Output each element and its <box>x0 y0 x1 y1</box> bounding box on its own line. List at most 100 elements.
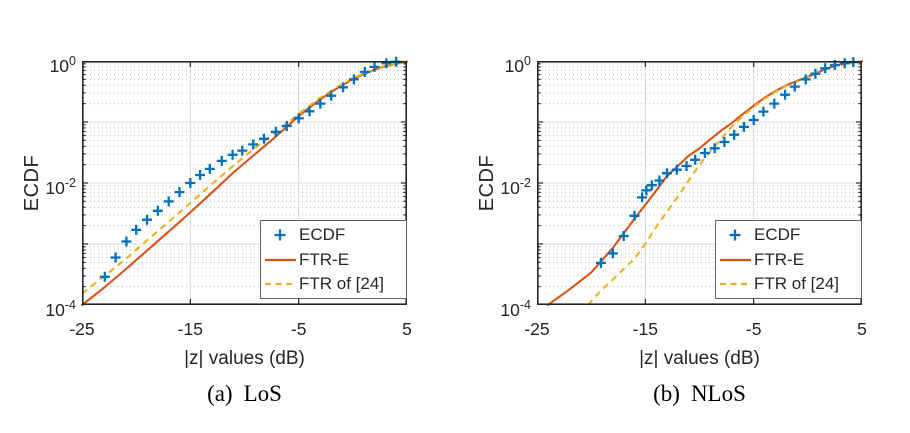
ecdf-marker <box>810 68 821 79</box>
ecdf-marker <box>359 67 370 77</box>
ecdf-marker <box>204 163 215 174</box>
y-tick-label: 100 <box>49 54 76 76</box>
legend-entry: FTR-E <box>719 248 861 273</box>
ecdf-marker <box>709 143 720 154</box>
ecdf-marker <box>381 58 392 69</box>
ecdf-markers <box>99 56 402 282</box>
ecdf-marker <box>142 214 152 225</box>
ecdf-marker <box>259 133 269 144</box>
legend-solid-line-icon <box>265 258 296 261</box>
x-tick-label: -5 <box>745 319 762 339</box>
ecdf-marker <box>237 145 248 156</box>
legend-dashed-line-icon <box>720 283 751 286</box>
x-tick-label: -25 <box>69 319 95 339</box>
x-tick-label: -15 <box>632 319 658 339</box>
caption-text: LoS <box>243 381 282 406</box>
ecdf-marker <box>780 89 791 100</box>
ecdf-marker <box>769 98 780 109</box>
ftr-24-line <box>81 60 408 295</box>
ecdf-marker <box>729 129 740 140</box>
ecdf-marker <box>662 168 672 179</box>
legend-entry: FTR of [24] <box>719 272 861 297</box>
x-tick-label: 5 <box>402 319 412 339</box>
x-tick-label: -5 <box>290 319 307 339</box>
ecdf-marker <box>281 121 292 131</box>
ecdf-marker <box>99 271 110 282</box>
legend-los: ECDF FTR-E FTR of [24] <box>260 220 407 299</box>
ecdf-marker <box>654 175 665 186</box>
ecdf-marker <box>152 205 163 216</box>
legend-entry: FTR-E <box>264 248 406 273</box>
legend-label: FTR-E <box>754 249 805 269</box>
caption-text: NLoS <box>690 381 746 406</box>
ecdf-marker <box>121 236 132 247</box>
ecdf-marker <box>216 155 227 166</box>
legend-entry: FTR of [24] <box>264 272 406 297</box>
legend-plus-marker-icon <box>729 229 741 241</box>
ecdf-marker <box>369 61 380 72</box>
ecdf-marker <box>607 248 618 259</box>
ecdf-marker <box>227 149 238 160</box>
ecdf-marker <box>248 139 259 150</box>
ecdf-marker <box>110 252 121 263</box>
legend-solid-line-icon <box>720 258 751 261</box>
caption-label: (a) <box>207 381 233 406</box>
ecdf-marker <box>185 178 196 188</box>
chart-panel-nlos: ECDF 100 10-2 10-4 -25 -15 -5 5 |z| values (d… <box>455 0 910 433</box>
legend-label: FTR of [24] <box>299 274 385 294</box>
ecdf-marker <box>671 164 682 175</box>
ecdf-markers <box>595 57 859 268</box>
x-tick-label: -25 <box>524 319 550 339</box>
legend-label: FTR of [24] <box>754 274 840 294</box>
ecdf-marker <box>174 187 185 198</box>
ecdf-marker <box>800 74 811 85</box>
ecdf-marker <box>748 115 759 125</box>
ecdf-marker <box>820 63 831 74</box>
ecdf-marker <box>326 90 337 101</box>
y-tick-label: 10-4 <box>45 298 76 320</box>
ecdf-marker <box>595 257 606 268</box>
ecdf-marker <box>738 121 749 132</box>
x-axis-label: |z| values (dB) <box>184 348 305 369</box>
ecdf-marker <box>681 161 692 171</box>
ecdf-marker <box>618 231 629 241</box>
x-tick-label: 5 <box>857 319 867 339</box>
ecdf-marker <box>690 154 701 165</box>
subfigure-caption-nlos: (b) NLoS <box>517 381 882 407</box>
ecdf-marker <box>839 58 850 69</box>
ecdf-marker <box>270 126 281 137</box>
ecdf-marker <box>293 113 304 124</box>
y-tick-label: 100 <box>504 54 531 76</box>
ecdf-marker <box>629 210 640 221</box>
ecdf-marker <box>338 82 349 93</box>
ecdf-marker <box>758 106 769 117</box>
legend-entry: ECDF <box>264 223 406 248</box>
ecdf-marker <box>646 180 657 191</box>
legend-label: ECDF <box>299 225 346 245</box>
y-tick-label: 10-4 <box>500 298 531 320</box>
ecdf-marker <box>304 106 315 117</box>
x-tick-label: -15 <box>177 319 203 339</box>
axis-ticks <box>537 61 862 305</box>
legend-plus-marker-icon <box>274 229 286 241</box>
chart-panel-los: ECDF 100 10-2 10-4 -25 -15 -5 5 |z| values (d… <box>21 54 427 407</box>
ecdf-marker <box>719 137 730 147</box>
plot-area-nlos <box>537 57 864 307</box>
y-tick-label: 10-2 <box>45 176 76 198</box>
ecdf-marker <box>789 81 800 92</box>
caption-label: (b) <box>653 381 680 406</box>
y-tick-label: 10-2 <box>500 176 531 198</box>
ecdf-marker <box>348 74 359 85</box>
legend-label: FTR-E <box>299 249 350 269</box>
x-axis-label: |z| values (dB) <box>639 348 760 369</box>
ecdf-marker <box>641 185 652 196</box>
legend-entry: ECDF <box>719 223 861 248</box>
subfigure-caption-los: (a) LoS <box>62 381 427 407</box>
ecdf-marker <box>637 192 648 203</box>
legend-dashed-line-icon <box>265 283 296 286</box>
plot-area-los <box>80 56 409 307</box>
ecdf-marker <box>131 224 142 235</box>
legend-nlos: ECDF FTR-E FTR of [24] <box>715 220 862 299</box>
ecdf-marker <box>699 148 710 158</box>
ecdf-marker <box>315 98 326 109</box>
